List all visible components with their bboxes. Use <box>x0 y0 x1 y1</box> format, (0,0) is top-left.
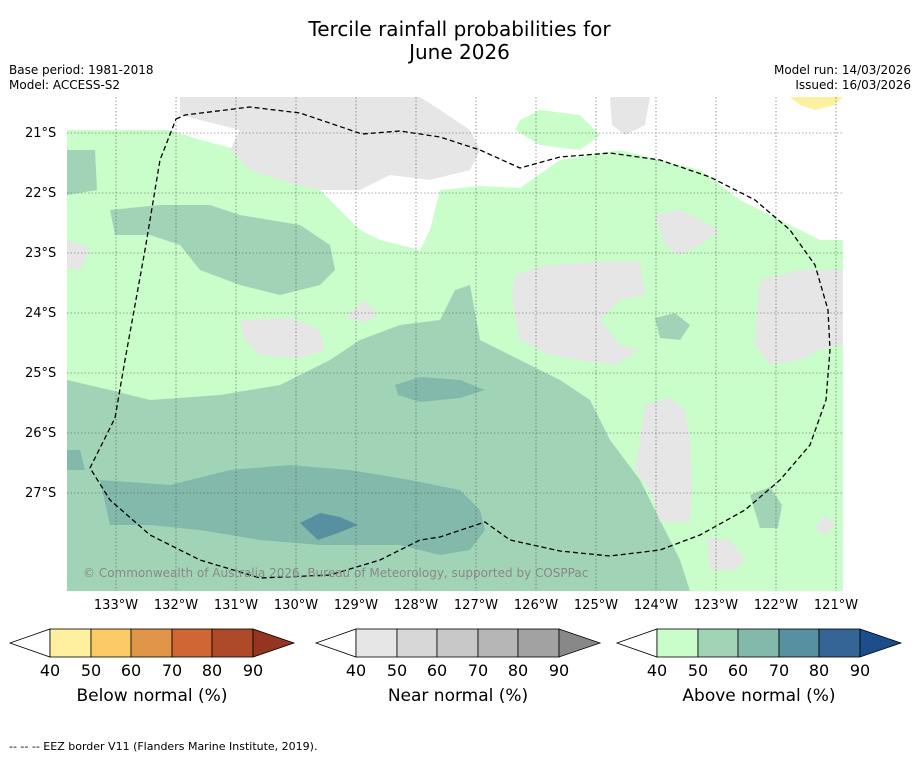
lon-label: 130°W <box>273 598 319 613</box>
cb-near-left-arrow <box>314 628 357 658</box>
above-60-region <box>67 377 485 555</box>
lon-label: 123°W <box>693 598 739 613</box>
lat-label: 25°S <box>25 366 57 381</box>
lat-label: 26°S <box>25 426 57 441</box>
lat-label: 27°S <box>25 486 57 501</box>
cb-below-tick: 50 <box>80 661 102 680</box>
cb-near-seg-2 <box>396 628 438 658</box>
meta-left: Base period: 1981-2018 Model: ACCESS-S2 <box>9 63 154 93</box>
near-40-center <box>512 262 645 365</box>
above-50-nw <box>67 150 97 195</box>
cb-near-tick: 90 <box>548 661 570 680</box>
cb-above-right-arrow <box>859 628 903 658</box>
cb-below-tick: 90 <box>242 661 264 680</box>
model-name: Model: ACCESS-S2 <box>9 78 121 92</box>
cb-near-label: Near normal (%) <box>387 686 529 706</box>
lon-label: 129°W <box>333 598 379 613</box>
cb-above-label: Above normal (%) <box>682 686 836 706</box>
cb-near-seg-4 <box>477 628 519 658</box>
copyright-text: © Commonwealth of Australia 2026, Bureau… <box>83 566 588 580</box>
near-40-far-east <box>755 270 843 365</box>
lon-label: 133°W <box>93 598 139 613</box>
near-40-mid-west <box>240 318 325 358</box>
colorbar-near <box>314 628 602 658</box>
cb-near-tick: 60 <box>426 661 448 680</box>
eez-border <box>89 106 831 579</box>
title-line1: Tercile rainfall probabilities for <box>308 17 611 41</box>
cb-above-tick: 40 <box>646 661 668 680</box>
cb-below-seg-4 <box>171 628 213 658</box>
near-40-east <box>655 210 720 255</box>
above-50-se-spot <box>750 487 782 528</box>
issued-date: Issued: 16/03/2026 <box>795 78 911 92</box>
cb-above-tick: 70 <box>768 661 790 680</box>
near-40-ne <box>610 97 650 135</box>
near-40-north <box>180 97 480 190</box>
cb-near-seg-1 <box>355 628 398 658</box>
cb-near-tick: 40 <box>345 661 367 680</box>
cb-above-left-arrow <box>615 628 658 658</box>
above-40-north <box>180 150 320 225</box>
cb-above-tick: 80 <box>808 661 830 680</box>
cb-below-right-arrow <box>252 628 296 658</box>
cb-below-label: Below normal (%) <box>76 686 228 706</box>
lat-label: 24°S <box>25 306 57 321</box>
cb-below-tick: 60 <box>120 661 142 680</box>
lon-label: 131°W <box>213 598 259 613</box>
cb-near-seg-5 <box>517 628 560 658</box>
base-period: Base period: 1981-2018 <box>9 63 154 77</box>
cb-near-right-arrow <box>558 628 602 658</box>
cb-below-tick: 80 <box>201 661 223 680</box>
cb-above-seg-5 <box>818 628 861 658</box>
cb-above-tick: 50 <box>687 661 709 680</box>
cb-near-tick: 80 <box>507 661 529 680</box>
above-50-west-blob <box>110 205 335 295</box>
lat-label: 22°S <box>25 186 57 201</box>
title-line2: June 2026 <box>409 40 510 64</box>
probability-field: © Commonwealth of Australia 2026, Bureau… <box>67 97 843 591</box>
above-50-east-spot <box>655 313 690 340</box>
lat-label: 21°S <box>25 126 57 141</box>
cb-below-seg-5 <box>211 628 254 658</box>
colorbar-above <box>615 628 903 658</box>
lon-label: 124°W <box>633 598 679 613</box>
cb-below-seg-3 <box>130 628 173 658</box>
lon-label: 128°W <box>393 598 439 613</box>
lon-label: 127°W <box>453 598 499 613</box>
cb-below-tick: 70 <box>161 661 183 680</box>
colorbar-below <box>8 628 296 658</box>
lon-label: 122°W <box>753 598 799 613</box>
lon-label: 132°W <box>153 598 199 613</box>
cb-above-tick: 90 <box>849 661 871 680</box>
cb-below-seg-1 <box>49 628 92 658</box>
cb-above-seg-4 <box>778 628 820 658</box>
meta-right: Model run: 14/03/2026 Issued: 16/03/2026 <box>774 63 911 93</box>
lat-label: 23°S <box>25 246 57 261</box>
cb-near-tick: 50 <box>386 661 408 680</box>
cb-below-tick: 40 <box>39 661 61 680</box>
cb-above-seg-1 <box>656 628 699 658</box>
cb-above-seg-3 <box>737 628 780 658</box>
lon-label: 121°W <box>813 598 859 613</box>
eez-footnote: -- -- -- EEZ border V11 (Flanders Marine… <box>9 740 318 753</box>
cb-above-tick: 60 <box>727 661 749 680</box>
lon-label: 125°W <box>573 598 619 613</box>
cb-near-tick: 70 <box>467 661 489 680</box>
cb-above-seg-2 <box>697 628 739 658</box>
above-70-region <box>300 513 358 540</box>
map-title: Tercile rainfall probabilities for June … <box>0 18 919 64</box>
cb-near-seg-3 <box>436 628 479 658</box>
below-40-patch <box>790 97 843 110</box>
model-run: Model run: 14/03/2026 <box>773 63 911 77</box>
cb-below-seg-2 <box>90 628 132 658</box>
lon-label: 126°W <box>513 598 559 613</box>
cb-below-left-arrow <box>8 628 51 658</box>
near-40-south-east <box>635 398 692 522</box>
